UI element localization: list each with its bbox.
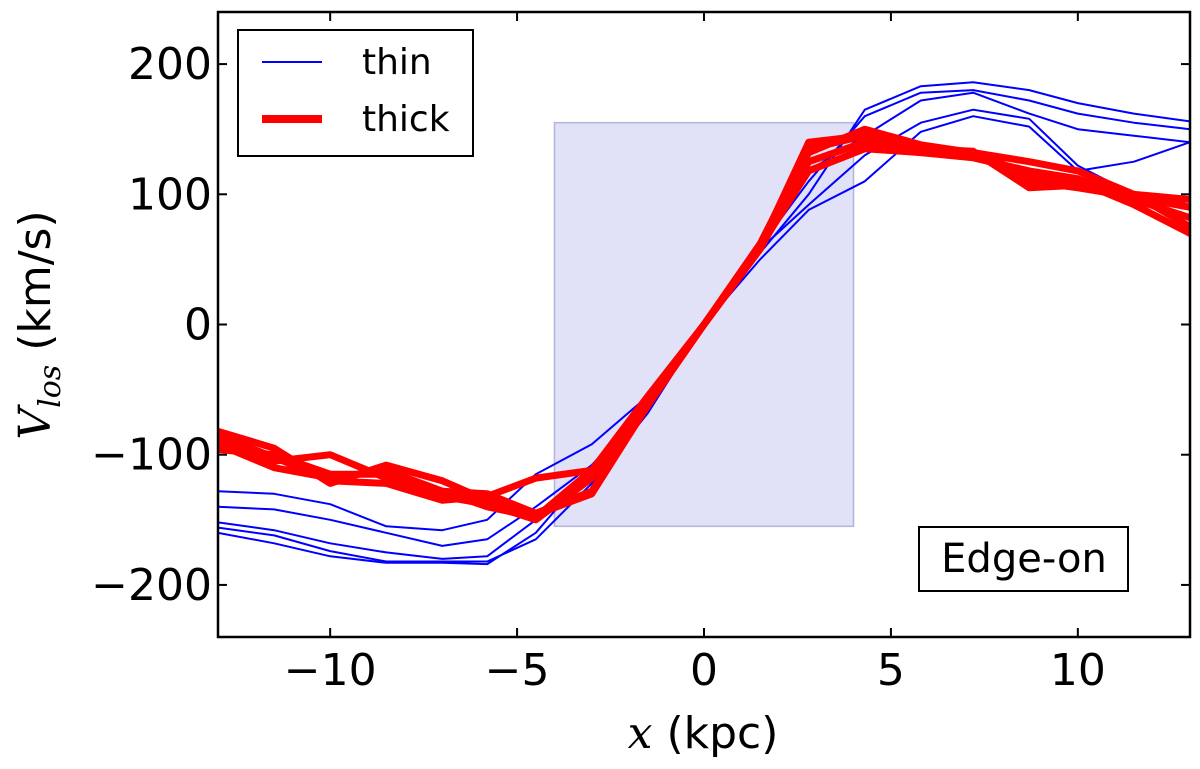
y-tick-label: −200	[91, 560, 212, 611]
annotation-text: Edge-on	[941, 536, 1107, 582]
y-tick-label: −100	[91, 430, 212, 481]
y-tick-label: 0	[184, 300, 212, 351]
x-tick-label: 5	[877, 645, 905, 696]
x-tick-label: 10	[1050, 645, 1106, 696]
axes: −10 −5 0 5 10 −200 −100 0 100 200	[91, 10, 1192, 696]
plot-area	[218, 81, 1190, 566]
x-axis-label: x (kpc)	[628, 708, 779, 759]
y-axis-label: Vlos (km/s)	[10, 210, 68, 439]
x-tick-label: −5	[485, 645, 550, 696]
y-tick-label: 100	[128, 169, 212, 220]
legend-label-thick: thick	[362, 99, 450, 140]
annotation-edge-on: Edge-on	[918, 526, 1129, 592]
legend-label-thin: thin	[362, 42, 432, 83]
x-tick-label: −10	[284, 645, 377, 696]
x-tick-label: 0	[690, 645, 718, 696]
series-line-thick-5	[218, 132, 1190, 517]
y-tick-label: 200	[128, 39, 212, 90]
legend: thin thick	[237, 29, 474, 157]
